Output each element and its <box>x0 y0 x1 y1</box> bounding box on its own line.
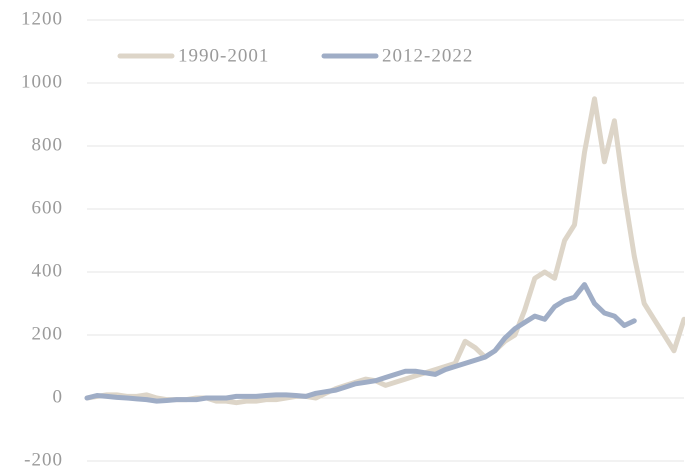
y-tick-label: 1200 <box>21 8 63 29</box>
line <box>84 96 685 406</box>
y-tick-label: 200 <box>32 323 64 344</box>
legend-label: 1990-2001 <box>178 45 269 66</box>
y-tick-label: 600 <box>32 197 64 218</box>
line <box>84 282 637 404</box>
y-tick-label: -200 <box>24 449 63 468</box>
y-tick-label: 800 <box>32 134 64 155</box>
y-tick-label: 1000 <box>21 71 63 92</box>
legend-label: 2012-2022 <box>382 45 473 66</box>
y-tick-label: 0 <box>53 386 64 407</box>
y-tick-label: 400 <box>32 260 64 281</box>
